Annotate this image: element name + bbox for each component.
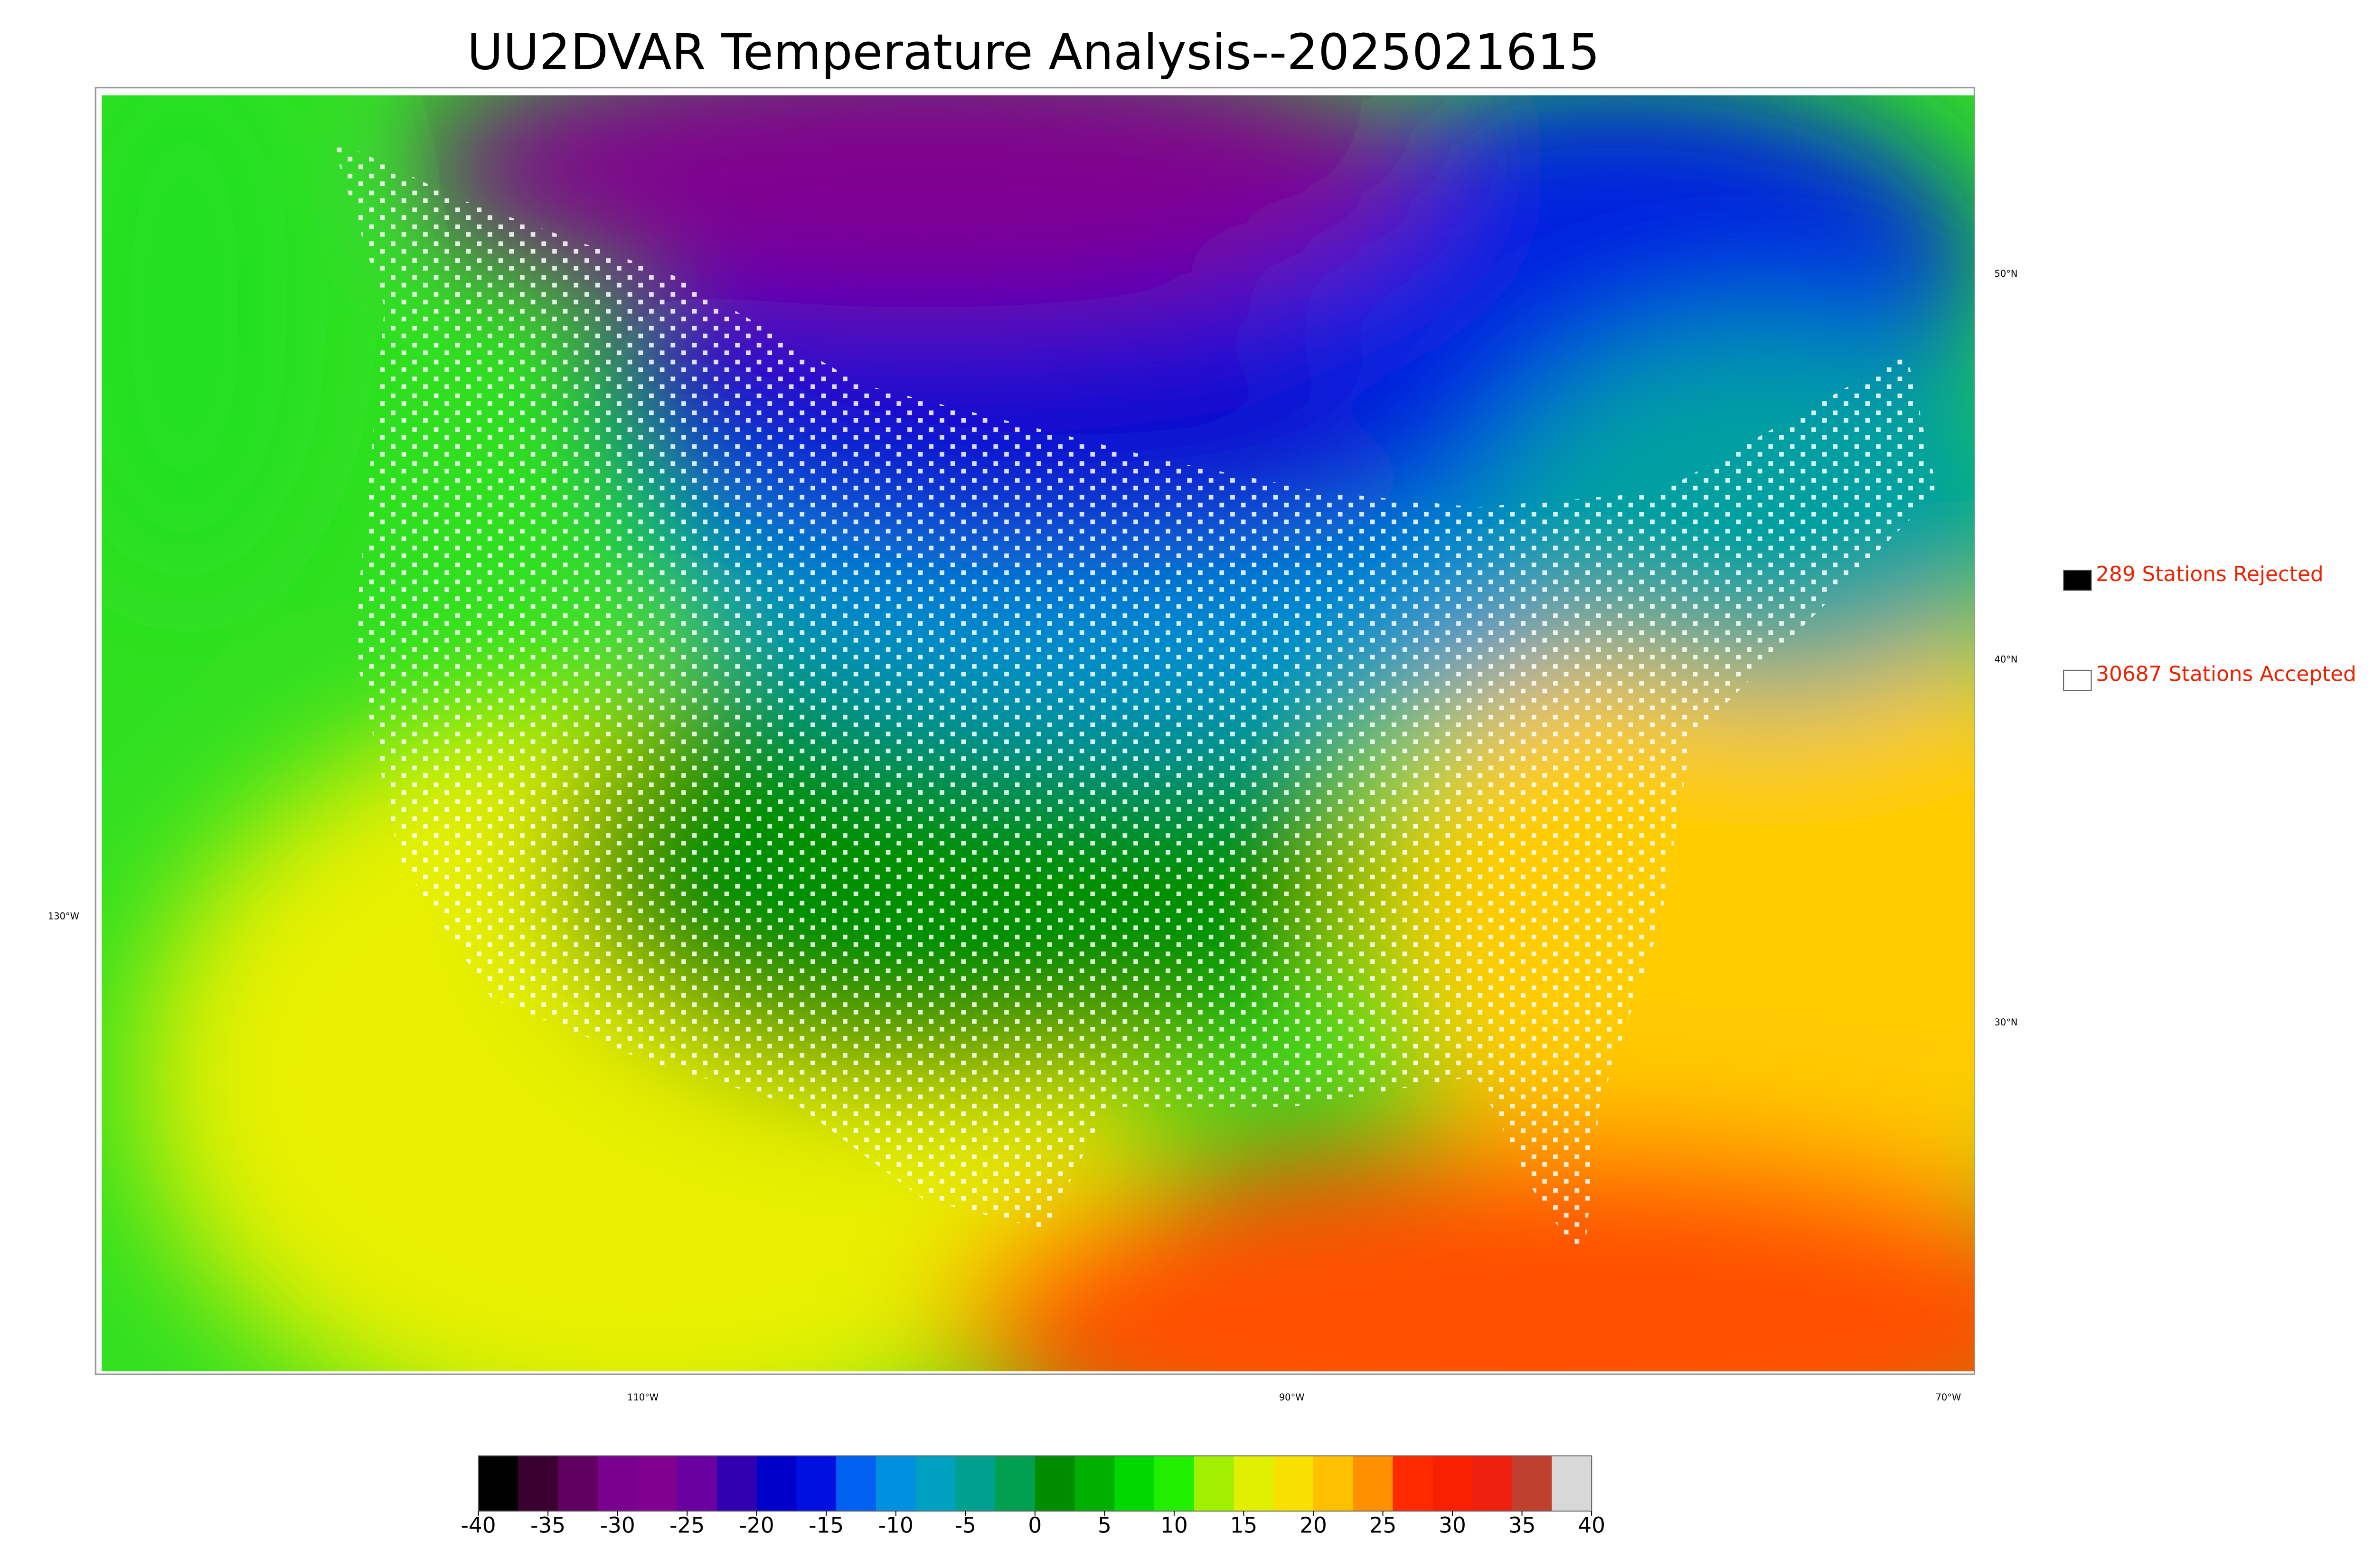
lat-label: 50°N	[1995, 268, 2018, 279]
colorbar-tick-label: 5	[1098, 1513, 1112, 1538]
colorbar-segment	[1313, 1455, 1354, 1512]
colorbar-segment	[1273, 1455, 1314, 1512]
colorbar-segment	[716, 1455, 758, 1512]
lat-label: 40°N	[1995, 654, 2018, 665]
colorbar-segment	[876, 1455, 917, 1512]
legend-swatch	[2063, 669, 2092, 691]
colorbar-tick-label: 35	[1508, 1513, 1536, 1538]
colorbar-segment	[1035, 1455, 1076, 1512]
colorbar-segment	[558, 1455, 599, 1512]
colorbar: -40 -35 -30 -25 -20 -15 -10 -5 0 5 10 15 20 25 30 35 40	[461, 1455, 1605, 1538]
colorbar-segment	[1194, 1455, 1235, 1512]
colorbar-segment	[1234, 1455, 1274, 1512]
colorbar-tick-label: 0	[1028, 1513, 1042, 1538]
lon-label: 90°W	[1279, 1392, 1305, 1403]
colorbar-segment	[955, 1455, 996, 1512]
colorbar-tick-label: -30	[600, 1513, 635, 1538]
legend-label: 289 Stations Rejected	[2096, 562, 2323, 586]
colorbar-segment	[995, 1455, 1036, 1512]
colorbar-segment	[836, 1455, 877, 1512]
title: UU2DVAR Temperature Analysis--2025021615	[467, 24, 1600, 81]
colorbar-segment	[796, 1455, 837, 1512]
colorbar-tick-label: 15	[1230, 1513, 1258, 1538]
graticule-labels: 50°N 40°N 30°N 130°W 110°W 90°W 70°W	[48, 268, 2018, 1403]
colorbar-segment	[1074, 1455, 1115, 1512]
lon-label: 70°W	[1936, 1392, 1961, 1403]
colorbar-segment	[1552, 1455, 1592, 1512]
lon-label: 130°W	[48, 911, 79, 921]
colorbar-segment	[1512, 1455, 1553, 1512]
lat-label: 30°N	[1995, 1017, 2018, 1028]
colorbar-tick-label: 10	[1160, 1513, 1188, 1538]
colorbar-segment	[1432, 1455, 1473, 1512]
colorbar-tick-label: -10	[878, 1513, 914, 1538]
colorbar-tick-label: -20	[739, 1513, 774, 1538]
colorbar-tick-label: -25	[669, 1513, 705, 1538]
colorbar-segment	[1353, 1455, 1394, 1512]
colorbar-segment	[1472, 1455, 1513, 1512]
colorbar-tick-label: 30	[1439, 1513, 1466, 1538]
colorbar-tick-label: -35	[530, 1513, 565, 1538]
colorbar-segment	[1114, 1455, 1155, 1512]
colorbar-segment	[1154, 1455, 1195, 1512]
colorbar-tick-label: -40	[461, 1513, 496, 1538]
colorbar-segment	[637, 1455, 678, 1512]
colorbar-segment	[1393, 1455, 1433, 1512]
colorbar-tick-label: -15	[809, 1513, 844, 1538]
colorbar-segment	[478, 1455, 519, 1512]
colorbar-segment	[756, 1455, 798, 1512]
colorbar-tick-label: 40	[1578, 1513, 1605, 1538]
lon-label: 110°W	[627, 1392, 659, 1403]
legend: 289 Stations Rejected 30687 Stations Acce…	[2063, 562, 2356, 691]
colorbar-tick-label: 25	[1369, 1513, 1397, 1538]
colorbar-segment	[677, 1455, 718, 1512]
colorbar-tick-label: 20	[1300, 1513, 1327, 1538]
temperature-field	[102, 95, 1975, 1371]
legend-swatch	[2063, 570, 2092, 591]
colorbar-segment	[915, 1455, 956, 1512]
colorbar-tick-label: -5	[955, 1513, 976, 1538]
legend-label: 30687 Stations Accepted	[2096, 662, 2356, 686]
colorbar-segment	[518, 1455, 559, 1512]
colorbar-segment	[597, 1455, 639, 1512]
